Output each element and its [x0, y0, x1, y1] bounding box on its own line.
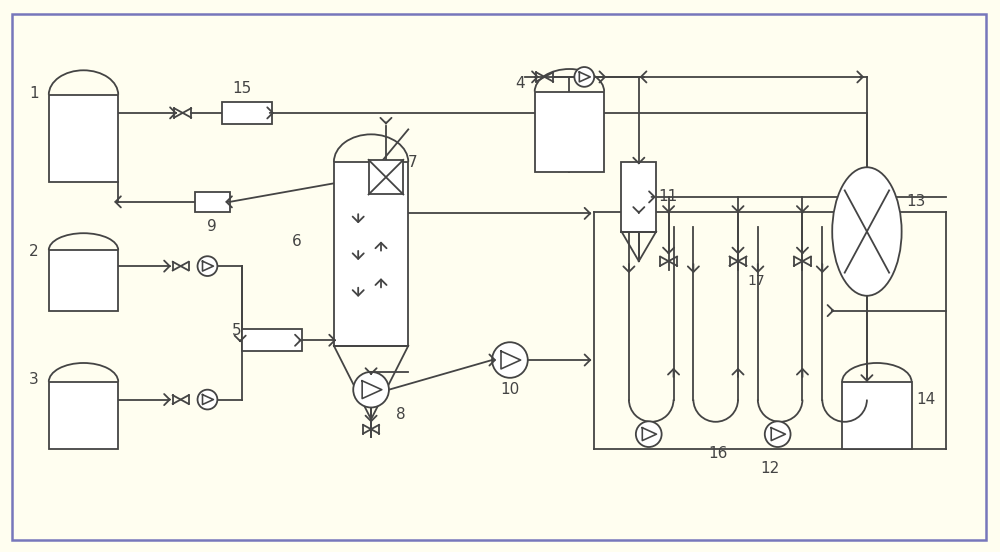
Text: 12: 12: [761, 461, 780, 476]
Text: 5: 5: [232, 323, 242, 338]
Circle shape: [765, 421, 791, 447]
Bar: [49, 382, 118, 449]
Bar: [195, 192, 230, 212]
Text: 7: 7: [408, 155, 417, 170]
Bar: [49, 250, 118, 311]
Text: 10: 10: [500, 382, 519, 397]
Text: 14: 14: [917, 392, 936, 407]
Circle shape: [492, 342, 528, 378]
Text: 1: 1: [29, 86, 39, 100]
Text: 3: 3: [29, 372, 39, 388]
Text: 4: 4: [515, 76, 524, 91]
Circle shape: [198, 390, 217, 410]
Circle shape: [574, 67, 594, 87]
Text: 9: 9: [207, 219, 217, 234]
Bar: [842, 382, 912, 449]
Bar: [242, 330, 302, 351]
Circle shape: [636, 421, 662, 447]
Circle shape: [353, 372, 389, 407]
Text: 15: 15: [232, 81, 252, 95]
Bar: [334, 162, 408, 346]
Ellipse shape: [832, 167, 902, 296]
Text: 8: 8: [396, 407, 406, 422]
Bar: [49, 95, 118, 182]
Circle shape: [198, 256, 217, 276]
Bar: [222, 102, 272, 124]
Text: 2: 2: [29, 244, 39, 259]
Text: 16: 16: [708, 447, 728, 461]
Bar: [369, 160, 403, 194]
Bar: [621, 162, 656, 231]
Text: 11: 11: [659, 189, 678, 204]
Bar: [535, 92, 604, 172]
Text: 17: 17: [748, 274, 766, 288]
Text: 13: 13: [907, 194, 926, 209]
Text: 6: 6: [292, 234, 302, 249]
